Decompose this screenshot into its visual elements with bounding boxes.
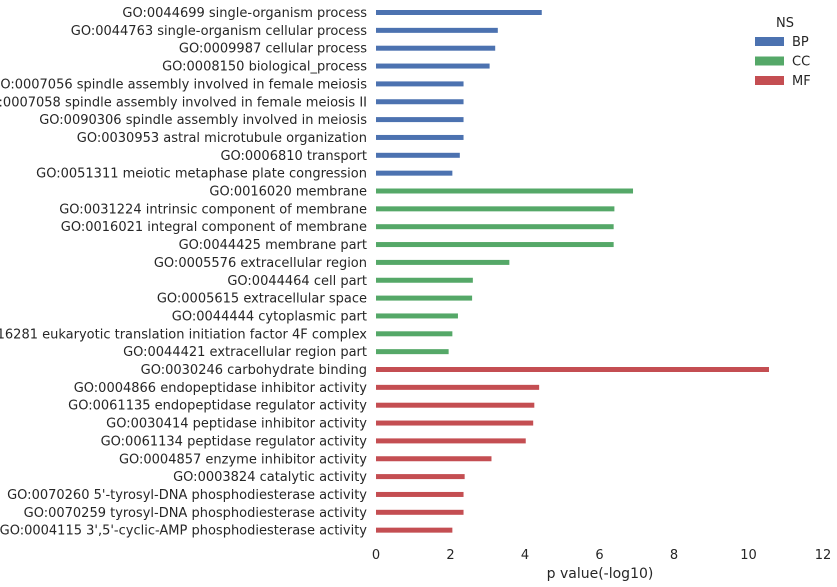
legend-label-mf: MF bbox=[792, 74, 811, 89]
legend-swatch-cc bbox=[755, 56, 784, 66]
category-label: GO:0009987 cellular process bbox=[179, 42, 367, 57]
bar bbox=[376, 402, 535, 408]
legend-title: NS bbox=[776, 16, 794, 31]
x-tick-label: 2 bbox=[446, 548, 454, 563]
bar bbox=[376, 384, 540, 390]
category-label: GO:0061134 peptidase regulator activity bbox=[101, 434, 368, 449]
bar bbox=[376, 491, 464, 497]
category-label: GO:0016281 eukaryotic translation initia… bbox=[0, 327, 367, 342]
x-tick-label: 12 bbox=[815, 548, 832, 563]
category-label: GO:0030246 carbohydrate binding bbox=[141, 363, 367, 378]
category-label: GO:0016020 membrane bbox=[209, 185, 367, 200]
bar bbox=[376, 188, 634, 194]
category-label: GO:0044444 cytoplasmic part bbox=[172, 309, 367, 324]
category-label: GO:0016021 integral component of membran… bbox=[61, 220, 367, 235]
legend: NS BP CC MF bbox=[755, 16, 811, 89]
category-label: GO:0044699 single-organism process bbox=[122, 6, 367, 21]
category-label: GO:0044421 extracellular region part bbox=[123, 345, 367, 360]
bar bbox=[376, 242, 614, 248]
x-axis-title: p value(-log10) bbox=[547, 566, 654, 582]
category-label: GO:0044763 single-organism cellular proc… bbox=[71, 24, 367, 39]
category-label: GO:0004115 3',5'-cyclic-AMP phosphodiest… bbox=[0, 524, 367, 539]
bar bbox=[376, 474, 465, 480]
category-label: GO:0030953 astral microtubule organizati… bbox=[77, 131, 367, 146]
legend-label-bp: BP bbox=[792, 35, 809, 50]
x-tick-label: 8 bbox=[670, 548, 678, 563]
bars-layer bbox=[376, 10, 769, 533]
category-label: GO:0003824 catalytic activity bbox=[173, 470, 367, 485]
bar bbox=[376, 527, 453, 533]
bar bbox=[376, 259, 510, 265]
category-label: GO:0008150 biological_process bbox=[162, 60, 367, 75]
category-label: GO:0070259 tyrosyl-DNA phosphodiesterase… bbox=[24, 506, 368, 521]
bar bbox=[376, 117, 464, 123]
bar bbox=[376, 277, 473, 283]
category-label: GO:0044425 membrane part bbox=[179, 238, 367, 253]
bar bbox=[376, 206, 615, 212]
category-label: GO:0030414 peptidase inhibitor activity bbox=[106, 417, 367, 432]
category-label: GO:0005615 extracellular space bbox=[157, 292, 367, 307]
category-labels: GO:0044699 single-organism process GO:004… bbox=[0, 6, 367, 539]
category-label: GO:0005576 extracellular region bbox=[154, 256, 367, 271]
bar bbox=[376, 99, 464, 105]
x-tick-label: 6 bbox=[595, 548, 603, 563]
legend-swatch-bp bbox=[755, 37, 784, 46]
legend-swatch-mf bbox=[755, 76, 784, 85]
bar bbox=[376, 420, 534, 426]
x-tick-label: 10 bbox=[740, 548, 757, 563]
bar bbox=[376, 170, 453, 176]
bar bbox=[376, 45, 496, 51]
category-label: GO:0031224 intrinsic component of membra… bbox=[59, 202, 367, 217]
bar bbox=[376, 367, 769, 372]
legend-entries: BP CC MF bbox=[755, 35, 811, 89]
category-label: GO:0007056 spindle assembly involved in … bbox=[0, 77, 367, 92]
bar bbox=[376, 349, 449, 355]
bar bbox=[376, 509, 464, 515]
x-tick-label: 4 bbox=[521, 548, 529, 563]
bar bbox=[376, 152, 460, 158]
bar bbox=[376, 27, 498, 33]
category-label: GO:0051311 meiotic metaphase plate congr… bbox=[36, 167, 367, 182]
bar bbox=[376, 63, 490, 69]
category-label: GO:0006810 transport bbox=[220, 149, 367, 164]
bar bbox=[376, 331, 453, 337]
category-label: GO:0004857 enzyme inhibitor activity bbox=[119, 452, 367, 467]
bar bbox=[376, 81, 464, 87]
bar bbox=[376, 313, 458, 319]
bar bbox=[376, 456, 492, 462]
bar bbox=[376, 134, 464, 140]
category-label: GO:0061135 endopeptidase regulator activ… bbox=[68, 399, 367, 414]
bar bbox=[376, 224, 614, 230]
x-tick-label: 0 bbox=[372, 548, 380, 563]
legend-label-cc: CC bbox=[792, 55, 810, 70]
category-label: GO:0044464 cell part bbox=[227, 274, 367, 289]
category-label: GO:0070260 5'-tyrosyl-DNA phosphodiester… bbox=[7, 488, 367, 503]
category-label: GO:0004866 endopeptidase inhibitor activ… bbox=[74, 381, 368, 396]
bar bbox=[376, 10, 542, 15]
bar bbox=[376, 438, 526, 444]
category-label: GO:0090306 spindle assembly involved in … bbox=[39, 113, 367, 128]
bar bbox=[376, 295, 473, 301]
category-label: GO:0007058 spindle assembly involved in … bbox=[0, 95, 367, 110]
x-axis-ticks: 0 2 4 6 8 10 12 bbox=[372, 548, 831, 563]
